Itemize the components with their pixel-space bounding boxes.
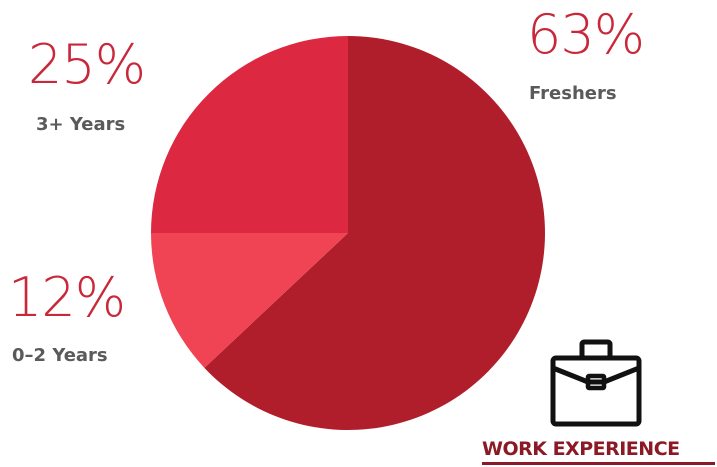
heading-underline (482, 462, 715, 465)
pie-slice-freshers (204, 36, 545, 430)
briefcase-icon (550, 339, 642, 427)
category-label-three-plus: 3+ Years (36, 114, 126, 135)
category-label-freshers: Freshers (529, 83, 617, 104)
work-experience-heading: WORK EXPERIENCE (482, 438, 680, 460)
pct-label-zero-two: 12% (8, 266, 126, 329)
pct-label-three-plus: 25% (28, 33, 146, 96)
pct-label-freshers: 63% (527, 3, 645, 66)
pie-slice-zero-two (150, 233, 348, 368)
category-label-zero-two: 0–2 Years (12, 345, 108, 366)
pie-slice-three-plus (151, 36, 348, 233)
